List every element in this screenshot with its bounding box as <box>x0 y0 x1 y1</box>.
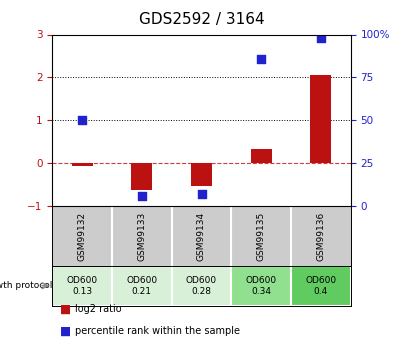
Text: ■: ■ <box>60 303 72 316</box>
Bar <box>52 266 112 306</box>
Bar <box>231 266 291 306</box>
Point <box>318 35 324 41</box>
Text: GSM99134: GSM99134 <box>197 211 206 260</box>
Bar <box>72 164 93 166</box>
Point <box>79 118 85 123</box>
Text: GDS2592 / 3164: GDS2592 / 3164 <box>139 12 264 27</box>
Bar <box>172 266 231 306</box>
Text: log2 ratio: log2 ratio <box>75 304 121 314</box>
Text: OD600
0.13: OD600 0.13 <box>66 276 98 296</box>
Point <box>198 192 205 197</box>
Text: GSM99135: GSM99135 <box>257 211 266 260</box>
Text: OD600
0.4: OD600 0.4 <box>305 276 337 296</box>
Text: GSM99133: GSM99133 <box>137 211 146 260</box>
Text: GSM99132: GSM99132 <box>78 211 87 260</box>
Bar <box>191 164 212 186</box>
Text: OD600
0.34: OD600 0.34 <box>245 276 277 296</box>
Text: percentile rank within the sample: percentile rank within the sample <box>75 326 239 336</box>
Text: OD600
0.28: OD600 0.28 <box>186 276 217 296</box>
Bar <box>131 164 152 190</box>
Text: growth protocol: growth protocol <box>0 281 52 290</box>
Bar <box>112 266 172 306</box>
Bar <box>251 149 272 164</box>
Bar <box>310 75 331 164</box>
Text: OD600
0.21: OD600 0.21 <box>126 276 158 296</box>
Point <box>139 194 145 199</box>
Point <box>258 56 264 61</box>
Text: ■: ■ <box>60 325 72 338</box>
Bar <box>291 266 351 306</box>
Text: GSM99136: GSM99136 <box>316 211 325 260</box>
